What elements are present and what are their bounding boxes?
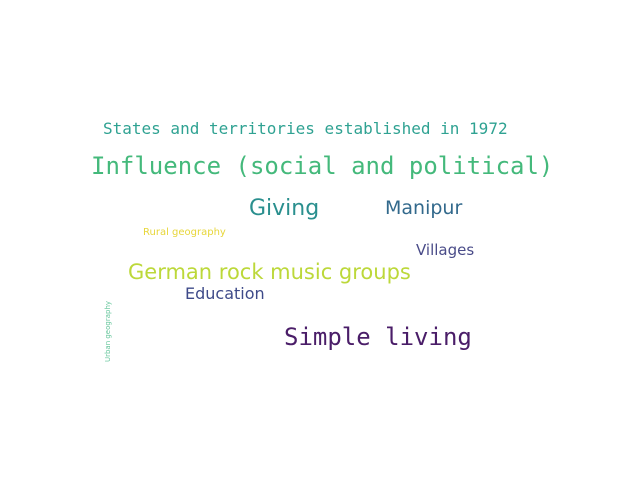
word-german-rock-music-groups: German rock music groups	[128, 260, 411, 284]
word-urban-geography: Urban geography	[104, 300, 113, 363]
word-giving: Giving	[249, 196, 320, 221]
word-education: Education	[185, 284, 265, 303]
word-manipur: Manipur	[385, 197, 463, 219]
word-villages: Villages	[416, 241, 475, 259]
word-rural-geography: Rural geography	[143, 227, 226, 238]
word-simple-living: Simple living	[284, 323, 472, 351]
word-states-territories-1972: States and territories established in 19…	[103, 119, 508, 138]
word-influence-social-political: Influence (social and political)	[91, 152, 554, 180]
